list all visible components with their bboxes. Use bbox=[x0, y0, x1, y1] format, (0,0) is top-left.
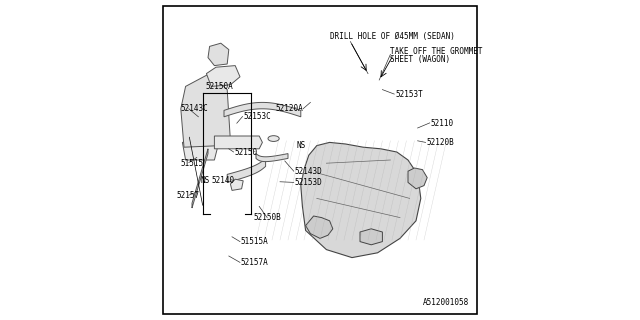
Text: NS: NS bbox=[200, 176, 210, 185]
Polygon shape bbox=[182, 138, 218, 160]
Polygon shape bbox=[230, 179, 243, 190]
Polygon shape bbox=[227, 158, 266, 182]
Text: 52157: 52157 bbox=[177, 191, 200, 200]
Text: 52143D: 52143D bbox=[294, 167, 322, 176]
Text: 52120A: 52120A bbox=[275, 104, 303, 113]
Text: 52157A: 52157A bbox=[241, 258, 268, 267]
Text: TAKE OFF THE GROMMET: TAKE OFF THE GROMMET bbox=[390, 47, 483, 56]
Polygon shape bbox=[192, 149, 208, 208]
Polygon shape bbox=[181, 74, 230, 147]
Polygon shape bbox=[301, 142, 421, 258]
Polygon shape bbox=[408, 168, 428, 189]
Text: 52153C: 52153C bbox=[243, 112, 271, 121]
Ellipse shape bbox=[268, 136, 279, 141]
Text: 52143C: 52143C bbox=[180, 104, 208, 113]
Polygon shape bbox=[224, 102, 301, 117]
Polygon shape bbox=[256, 154, 288, 162]
Text: SHEET (WAGON): SHEET (WAGON) bbox=[390, 55, 451, 64]
Text: 52150A: 52150A bbox=[205, 82, 233, 91]
Polygon shape bbox=[208, 43, 229, 66]
Text: DRILL HOLE OF Ø45MM (SEDAN): DRILL HOLE OF Ø45MM (SEDAN) bbox=[330, 32, 454, 41]
Text: 52153D: 52153D bbox=[294, 178, 322, 187]
Text: NS: NS bbox=[296, 141, 306, 150]
Text: 52120B: 52120B bbox=[426, 138, 454, 147]
Polygon shape bbox=[214, 136, 262, 149]
Text: 52150B: 52150B bbox=[253, 213, 281, 222]
Polygon shape bbox=[360, 229, 383, 245]
Text: 52140: 52140 bbox=[211, 176, 234, 185]
Text: 52153T: 52153T bbox=[396, 90, 423, 99]
Text: 52150: 52150 bbox=[234, 148, 257, 156]
Polygon shape bbox=[206, 66, 240, 86]
Text: 52110: 52110 bbox=[430, 119, 454, 128]
Text: 51515A: 51515A bbox=[241, 237, 268, 246]
Polygon shape bbox=[306, 216, 333, 238]
Text: 51515: 51515 bbox=[180, 159, 204, 168]
Text: A512001058: A512001058 bbox=[422, 298, 468, 307]
